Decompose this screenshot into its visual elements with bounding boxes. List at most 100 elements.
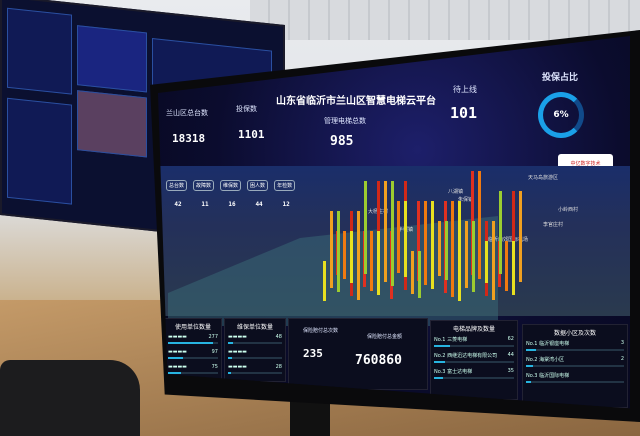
panel-left1: 使用单位数量 ▬▬▬▬ 277 ▬▬▬▬ 97 ▬▬▬▬ 75 xyxy=(164,318,222,380)
item-name: 临沂国际电梯 xyxy=(539,373,570,379)
bar-column xyxy=(417,201,420,281)
ratio-value: 6% xyxy=(553,110,569,120)
bar-column xyxy=(383,181,387,282)
map-label: 临沂西郊国际机场 xyxy=(488,237,529,243)
progress-bar xyxy=(526,349,624,351)
bar-column xyxy=(424,201,427,285)
insured-label: 投保数 xyxy=(236,105,257,113)
rank: No.3 xyxy=(526,373,538,379)
item-name: 临沂银座电梯 xyxy=(539,341,570,347)
rank: No.3 xyxy=(434,369,446,375)
bar-columns xyxy=(158,166,630,316)
managed-value: 985 xyxy=(330,134,354,149)
bar-column xyxy=(505,241,508,291)
filter-3[interactable]: 困人数 44 xyxy=(247,172,271,210)
progress-bar xyxy=(434,377,514,379)
progress-bar xyxy=(434,361,514,363)
bar-column xyxy=(397,201,400,273)
pending-label: 待上线 xyxy=(453,85,477,94)
bar-column xyxy=(431,201,434,289)
rank: No.1 xyxy=(434,337,446,343)
ceiling xyxy=(250,0,640,40)
bar-column xyxy=(471,221,475,292)
item-value: 28 xyxy=(275,364,282,370)
bar-column xyxy=(329,211,333,288)
claims-count-value: 235 xyxy=(303,347,323,360)
item-value: 2 xyxy=(620,356,624,362)
ratio-gauge: 6% xyxy=(538,92,584,138)
total-value: 18318 xyxy=(172,132,206,145)
progress-bar xyxy=(228,357,282,359)
filter-value: 42 xyxy=(174,201,182,208)
progress-bar xyxy=(228,342,282,344)
list-item: No.3 临沂国际电梯 xyxy=(526,372,624,383)
filter-4[interactable]: 年检数 12 xyxy=(274,172,298,210)
insured-value: 1101 xyxy=(238,128,265,141)
list-item: No.1 三菱电梯 62 xyxy=(434,336,514,347)
bar-column xyxy=(377,231,380,295)
bar-column xyxy=(363,181,367,274)
claims-amount-label: 保险赔付总金额 xyxy=(367,334,403,340)
item-value: 277 xyxy=(208,334,218,340)
progress-bar xyxy=(168,342,218,344)
progress-bar xyxy=(526,381,624,383)
bar-column xyxy=(444,221,448,280)
bar-column xyxy=(518,191,522,282)
filter-value: 11 xyxy=(201,201,209,208)
progress-bar xyxy=(526,365,624,367)
bar-column xyxy=(491,221,495,300)
list-item: ▬▬▬▬ 75 xyxy=(168,364,218,374)
bar-column xyxy=(356,211,360,300)
claims-count-label: 保险赔付总次数 xyxy=(303,328,339,334)
dashboard-screen: 山东省临沂市兰山区智慧电梯云平台 兰山区总台数 18318 投保数 1101 管… xyxy=(158,36,630,409)
bar-column xyxy=(451,201,454,297)
bar-column xyxy=(458,201,461,301)
list-item: ▬▬▬▬ 48 xyxy=(228,334,282,344)
bar-column xyxy=(410,251,414,294)
bar-column xyxy=(370,231,373,291)
bar-column xyxy=(512,241,515,295)
panel-left2: 维保单位数量 ▬▬▬▬ 48 ▬▬▬▬ ▬▬▬▬ 28 xyxy=(224,318,286,382)
filter-2[interactable]: 维保数 16 xyxy=(220,172,244,210)
list-item: No.3 富士达电梯 35 xyxy=(434,368,514,379)
map-label: 朱保镇 xyxy=(458,197,474,203)
rank: No.1 xyxy=(526,341,538,347)
filter-1[interactable]: 故障数 11 xyxy=(193,172,217,210)
progress-bar xyxy=(168,357,218,359)
dashboard-title: 山东省临沂市兰山区智慧电梯云平台 xyxy=(276,96,436,107)
filter-0[interactable]: 总台数 42 xyxy=(166,172,190,210)
item-value: 97 xyxy=(211,349,218,355)
pending-value: 101 xyxy=(450,104,478,122)
list-item: ▬▬▬▬ 28 xyxy=(228,364,282,374)
list-item: No.2 海棠湾小区 2 xyxy=(526,356,624,367)
list-item: ▬▬▬▬ 97 xyxy=(168,349,218,359)
progress-bar xyxy=(434,345,514,347)
item-value: 75 xyxy=(211,364,218,370)
bar-column xyxy=(350,231,353,283)
bar-column xyxy=(417,251,421,298)
rank: No.2 xyxy=(434,353,446,359)
panel-claims: 保险赔付总次数 235 保险赔付总金额 760860 xyxy=(288,318,428,390)
item-value: 44 xyxy=(507,352,514,358)
map-label: 李官庄村 xyxy=(543,222,564,228)
bar-column xyxy=(390,181,394,286)
map-label: 小岭西村 xyxy=(558,207,579,213)
managed-label: 管理电梯总数 xyxy=(324,117,366,125)
filter-bar: 总台数 42故障数 11维保数 16困人数 44年检数 12 xyxy=(166,172,301,210)
item-value: 48 xyxy=(275,334,282,340)
panel-title: 电梯品牌及数量 xyxy=(452,326,495,333)
bar-column xyxy=(478,171,481,279)
item-name: 西继迅达电梯有限公司 xyxy=(447,353,498,359)
bar-column xyxy=(336,211,340,292)
bar-column xyxy=(376,181,380,278)
headset-equipment xyxy=(0,360,140,436)
bar-column xyxy=(343,231,346,279)
bar-column xyxy=(404,201,407,277)
item-name: 富士达电梯 xyxy=(447,369,473,375)
claims-amount-value: 760860 xyxy=(355,353,402,368)
bar-column xyxy=(437,221,441,276)
progress-bar xyxy=(228,372,282,374)
progress-bar xyxy=(168,372,218,374)
item-name: 三菱电梯 xyxy=(447,337,468,343)
